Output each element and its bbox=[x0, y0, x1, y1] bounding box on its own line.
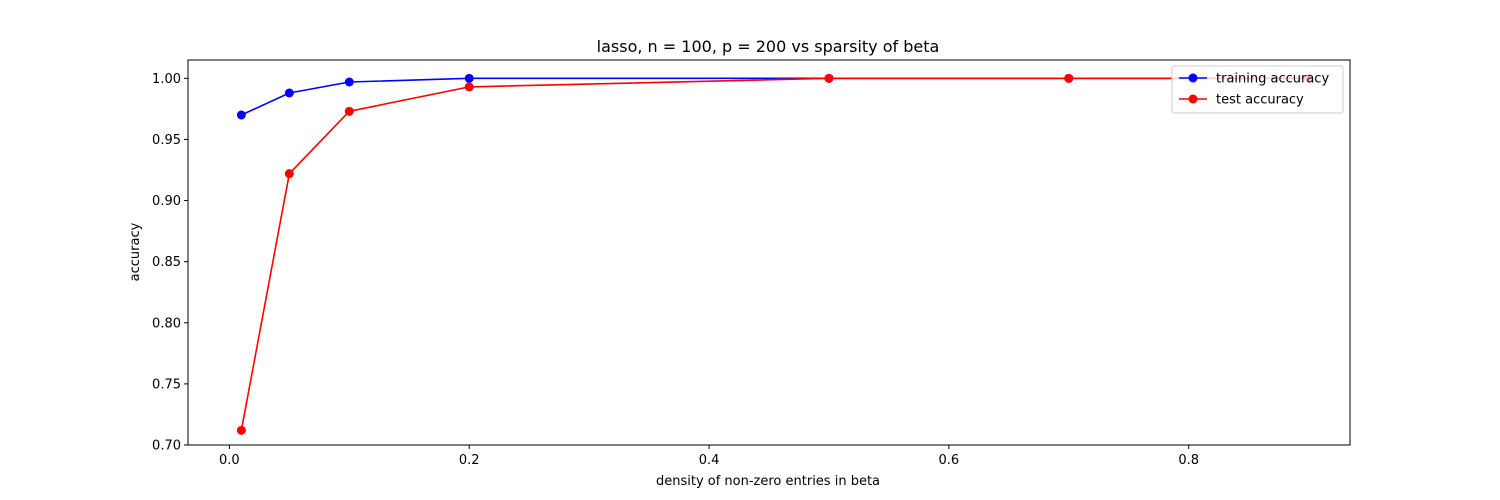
x-axis: 0.0 0.2 0.4 0.6 0.8 bbox=[219, 445, 1199, 468]
legend-marker bbox=[1188, 73, 1198, 83]
y-tick-label: 0.70 bbox=[152, 439, 181, 454]
chart-title: lasso, n = 100, p = 200 vs sparsity of b… bbox=[597, 37, 940, 56]
x-tick-label: 0.6 bbox=[939, 453, 960, 468]
x-tick-label: 0.0 bbox=[219, 453, 240, 468]
x-tick-label: 0.8 bbox=[1178, 453, 1199, 468]
x-axis-label: density of non-zero entries in beta bbox=[656, 474, 880, 489]
data-point bbox=[464, 73, 474, 83]
data-point bbox=[464, 82, 474, 92]
data-point bbox=[1064, 73, 1074, 83]
legend-entry: training accuracy bbox=[1179, 72, 1329, 87]
data-point bbox=[344, 106, 354, 116]
plot-frame bbox=[187, 59, 1351, 446]
data-point bbox=[284, 88, 294, 98]
series-1 bbox=[236, 73, 1314, 435]
legend-label: training accuracy bbox=[1216, 72, 1329, 87]
y-tick-label: 0.90 bbox=[152, 194, 181, 209]
plot-area bbox=[187, 59, 1351, 446]
data-point bbox=[824, 73, 834, 83]
x-tick-label: 0.2 bbox=[459, 453, 480, 468]
data-point bbox=[236, 110, 246, 120]
x-tick-label: 0.4 bbox=[699, 453, 720, 468]
legend-label: test accuracy bbox=[1216, 93, 1304, 108]
legend: training accuracy test accuracy bbox=[1171, 65, 1344, 114]
legend-box bbox=[1171, 65, 1344, 114]
y-axis-label: accuracy bbox=[128, 222, 143, 281]
y-tick-label: 0.85 bbox=[152, 255, 181, 270]
data-point bbox=[236, 425, 246, 435]
data-point bbox=[344, 77, 354, 87]
legend-marker bbox=[1188, 94, 1198, 104]
series-0 bbox=[236, 73, 1314, 120]
y-axis: 0.70 0.75 0.80 0.85 0.90 0.95 1.00 bbox=[152, 72, 188, 454]
data-point bbox=[284, 169, 294, 179]
y-tick-label: 0.80 bbox=[152, 316, 181, 331]
y-tick-label: 1.00 bbox=[152, 72, 181, 87]
y-tick-label: 0.75 bbox=[152, 377, 181, 392]
legend-entry: test accuracy bbox=[1179, 93, 1304, 108]
series-layer bbox=[236, 73, 1314, 435]
series-line bbox=[240, 77, 1309, 431]
series-line bbox=[241, 77, 1309, 116]
y-tick-label: 0.95 bbox=[152, 133, 181, 148]
